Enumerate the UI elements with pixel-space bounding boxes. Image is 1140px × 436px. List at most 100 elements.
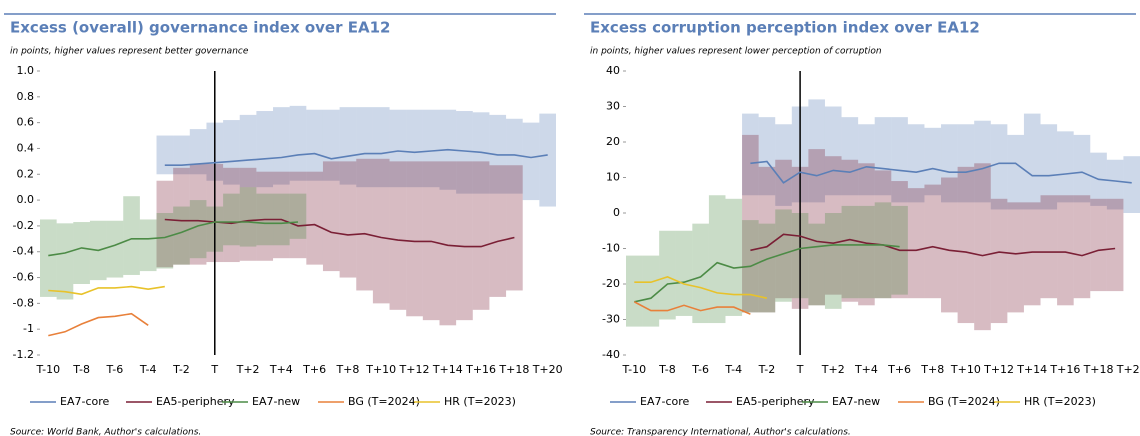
range-band — [322, 161, 340, 272]
range-band — [974, 163, 991, 331]
x-tick-label: T+8 — [920, 363, 944, 376]
x-tick-label: T-8 — [658, 363, 676, 376]
range-band — [173, 167, 190, 265]
legend-label: BG (T=2024) — [928, 395, 1000, 408]
range-band — [289, 193, 307, 239]
range-band — [256, 111, 274, 188]
chart-subtitle: in points, higher values represent lower… — [590, 47, 882, 57]
range-band — [742, 134, 759, 313]
range-band — [1007, 202, 1024, 313]
range-band — [924, 127, 942, 196]
legend-label: EA5-periphery — [156, 395, 235, 408]
legend-label: EA7-new — [832, 395, 880, 408]
range-band — [289, 105, 307, 181]
y-tick-label: 0.8 — [17, 90, 35, 103]
range-band — [239, 114, 257, 188]
series-line — [634, 276, 768, 299]
range-band — [372, 107, 390, 188]
y-tick-label: 40 — [606, 64, 620, 77]
series-line — [634, 244, 900, 303]
range-band — [841, 117, 859, 196]
x-tick-label: T+16 — [1049, 363, 1080, 376]
y-tick-label: 0.0 — [17, 193, 35, 206]
legend-label: EA7-core — [60, 395, 110, 408]
range-band — [1007, 134, 1024, 210]
range-band — [708, 195, 726, 324]
range-band — [506, 118, 523, 194]
range-band — [642, 255, 660, 327]
y-tick-label: 30 — [606, 100, 620, 113]
x-tick-label: T-4 — [139, 363, 157, 376]
x-tick-label: T-8 — [72, 363, 90, 376]
range-band — [858, 163, 875, 306]
y-tick-label: 0 — [613, 206, 620, 219]
x-tick-label: T+8 — [335, 363, 359, 376]
range-band — [389, 161, 407, 310]
range-band — [289, 171, 307, 259]
range-band — [156, 213, 174, 269]
range-band — [675, 230, 693, 316]
y-tick-label: -10 — [602, 242, 620, 255]
y-tick-label: 0.4 — [17, 141, 35, 154]
range-band — [422, 109, 440, 188]
range-band — [306, 171, 323, 265]
legend-label: HR (T=2023) — [444, 395, 516, 408]
y-tick-label: -0.8 — [13, 296, 34, 309]
range-band — [156, 180, 174, 268]
range-band — [389, 109, 407, 188]
x-tick-label: T+10 — [950, 363, 981, 376]
range-band — [775, 159, 792, 299]
range-band — [1106, 198, 1124, 292]
range-band — [841, 205, 859, 299]
range-band — [56, 223, 74, 300]
range-band — [406, 161, 423, 317]
range-band — [239, 167, 257, 261]
range-band — [1090, 198, 1107, 292]
range-band — [874, 202, 892, 299]
x-tick-label: T-6 — [106, 363, 124, 376]
range-band — [1073, 134, 1091, 203]
range-band — [322, 109, 340, 181]
range-band — [506, 165, 523, 291]
y-tick-label: -20 — [602, 277, 620, 290]
range-band — [439, 161, 457, 326]
range-band — [273, 107, 290, 185]
series-line — [750, 233, 1116, 257]
range-band — [189, 200, 207, 259]
y-tick-label: 20 — [606, 135, 620, 148]
range-band — [990, 124, 1008, 210]
range-band — [758, 117, 776, 196]
range-band — [539, 113, 556, 207]
y-tick-label: -30 — [602, 313, 620, 326]
range-band — [941, 177, 958, 313]
range-band — [957, 166, 975, 324]
range-band — [924, 184, 942, 299]
range-band — [106, 220, 124, 278]
range-band — [907, 124, 925, 203]
chart-title: Excess corruption perception index over … — [590, 19, 980, 37]
range-band — [891, 181, 908, 299]
source: Source: World Bank, Author's calculation… — [10, 428, 201, 436]
range-band — [1123, 156, 1140, 213]
legend-label: BG (T=2024) — [348, 395, 420, 408]
x-tick-label: T+4 — [854, 363, 878, 376]
range-band — [626, 255, 643, 327]
range-band — [456, 111, 473, 194]
x-tick-label: T+2 — [821, 363, 845, 376]
range-band — [522, 122, 540, 201]
source: Source: Transparency International, Auth… — [590, 428, 851, 436]
range-band — [1057, 195, 1074, 306]
y-tick-label: -1.2 — [13, 348, 34, 361]
x-tick-label: T+14 — [432, 363, 463, 376]
x-tick-label: T-10 — [621, 363, 646, 376]
range-band — [239, 187, 257, 247]
range-band — [73, 222, 90, 284]
range-band — [941, 124, 958, 203]
series-line — [633, 301, 751, 315]
range-band — [841, 159, 859, 302]
series-line — [48, 285, 165, 296]
range-band — [957, 124, 975, 203]
range-band — [339, 161, 357, 278]
x-tick-label: T-2 — [758, 363, 776, 376]
range-band — [742, 113, 759, 196]
